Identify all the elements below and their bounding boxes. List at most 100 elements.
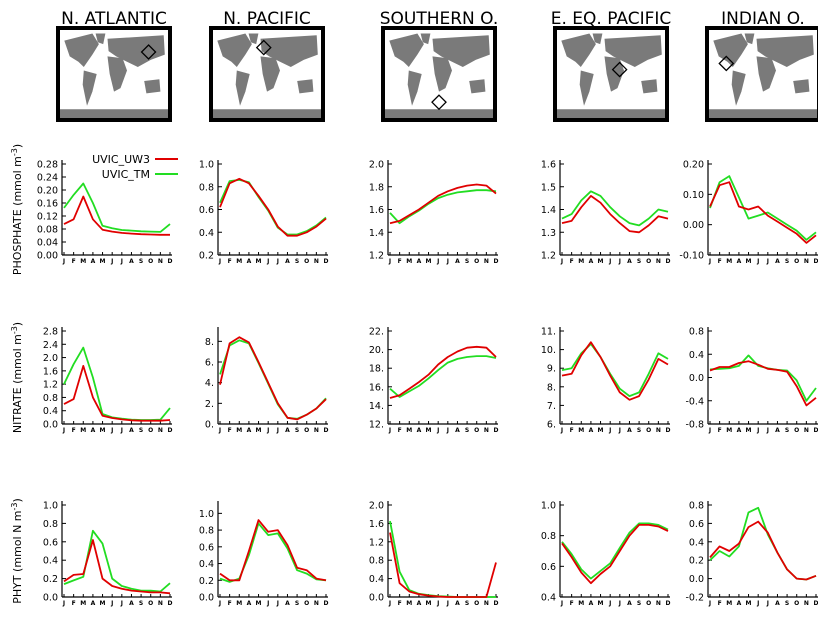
y-tick-label: 2.0 <box>369 160 384 171</box>
x-tick-label: S <box>785 258 789 265</box>
x-tick-label: J <box>120 600 123 607</box>
x-tick-label: A <box>455 258 460 265</box>
y-tick-label: 0.16 <box>37 199 58 210</box>
chart-panel: -0.8-0.40.00.40.8J F M A M J J A S O N D <box>685 327 818 434</box>
x-tick-label: J <box>560 600 563 607</box>
y-tick-label: 0.0 <box>689 574 704 585</box>
x-tick-label: D <box>324 427 329 434</box>
series-line-uw3 <box>219 336 327 421</box>
x-tick-label: J <box>608 427 611 434</box>
x-tick-label: F <box>718 427 722 434</box>
x-tick-label: N <box>484 258 489 265</box>
series-line-tm <box>219 178 327 236</box>
y-tick-label: -0.4 <box>685 396 704 407</box>
region-title: N. PACIFIC <box>223 9 311 29</box>
x-tick-label: M <box>80 600 86 607</box>
y-tick-label: 0.2 <box>199 251 214 262</box>
x-tick-label: J <box>436 427 439 434</box>
y-tick-label: 0.8 <box>43 519 58 530</box>
x-tick-label: S <box>139 258 143 265</box>
x-tick-label: F <box>72 427 76 434</box>
x-tick-label: M <box>598 600 604 607</box>
x-tick-label: D <box>814 427 818 434</box>
y-tick-label: 0.00 <box>37 251 58 262</box>
series-line-tm <box>63 529 171 593</box>
x-tick-label: O <box>148 427 153 434</box>
x-tick-label: M <box>426 427 432 434</box>
x-tick-label: N <box>158 600 163 607</box>
region-map <box>553 26 669 122</box>
x-tick-label: A <box>589 600 594 607</box>
y-tick-label: 8. <box>547 382 556 393</box>
x-tick-label: N <box>804 427 809 434</box>
y-tick-label: 1.6 <box>43 366 58 377</box>
x-tick-label: O <box>148 600 153 607</box>
y-tick-label: 0.20 <box>37 186 58 197</box>
ylabel-end: ) <box>11 144 24 148</box>
land-mass <box>579 70 594 106</box>
y-tick-label: 12. <box>369 420 384 431</box>
x-tick-label: O <box>304 427 309 434</box>
land-mass <box>793 79 810 94</box>
y-tick-label: 0.10 <box>683 190 704 201</box>
x-tick-label: J <box>560 427 563 434</box>
y-tick-label: 0.8 <box>199 182 214 193</box>
series-line-uw3 <box>63 195 170 236</box>
x-tick-label: J <box>766 600 769 607</box>
x-tick-label: A <box>775 600 780 607</box>
series-line-tm <box>709 175 817 241</box>
y-tick-label: 16. <box>369 382 384 393</box>
y-tick-label: 0.08 <box>37 225 58 236</box>
x-tick-label: M <box>80 427 86 434</box>
x-tick-label: J <box>266 427 269 434</box>
x-tick-label: S <box>785 600 789 607</box>
x-tick-label: M <box>100 427 106 434</box>
x-tick-label: F <box>72 600 76 607</box>
series-line-uw3 <box>709 520 817 581</box>
x-tick-label: O <box>474 600 479 607</box>
chart-panel: -0.20.00.20.40.60.8J F M A M J J A S O N D <box>685 501 818 607</box>
x-tick-label: J <box>436 258 439 265</box>
land-mass <box>213 109 321 118</box>
x-tick-label: D <box>168 600 173 607</box>
region-title: N. ATLANTIC <box>61 9 167 29</box>
y-tick-label: 1.4 <box>369 228 384 239</box>
x-tick-label: J <box>276 258 279 265</box>
y-tick-label: 1.0 <box>43 501 58 512</box>
series-line-uw3 <box>561 194 669 234</box>
x-tick-label: D <box>666 258 671 265</box>
chart-panel: 0.40.60.81.0J F M A M J J A S O N D <box>541 501 671 608</box>
x-tick-label: A <box>737 427 742 434</box>
row-ylabel: PHOSPHATE (mmol m-3) <box>10 144 24 275</box>
series-line-tm <box>63 346 171 421</box>
region-map <box>381 26 497 122</box>
x-tick-label: J <box>62 258 65 265</box>
x-tick-label: M <box>236 258 242 265</box>
x-tick-label: D <box>324 600 329 607</box>
land-mass <box>420 33 431 45</box>
y-tick-label: 1.3 <box>541 228 556 239</box>
ylabel-main: NITRATE (mmol m <box>11 334 24 433</box>
land-mass <box>432 56 452 92</box>
x-tick-label: J <box>388 600 391 607</box>
land-mass <box>144 79 161 94</box>
x-tick-label: M <box>100 600 106 607</box>
x-tick-label: J <box>266 258 269 265</box>
series-line-tm <box>219 339 327 420</box>
region-marker <box>611 61 628 78</box>
region-marker <box>718 55 735 72</box>
y-tick-label: 1.0 <box>541 501 556 512</box>
x-tick-label: D <box>814 258 818 265</box>
x-tick-label: J <box>756 427 759 434</box>
ylabel-end: ) <box>11 322 24 326</box>
y-tick-label: 0.4 <box>689 350 704 361</box>
series-line-tm <box>389 520 496 598</box>
x-tick-label: N <box>656 600 661 607</box>
y-tick-label: 1.6 <box>369 519 384 530</box>
y-tick-label: 0.6 <box>43 537 58 548</box>
ylabel-superscript: -3 <box>10 503 19 511</box>
chart-panel: 0.20.40.60.81.0J F M A M J J A S O N D <box>199 160 329 266</box>
y-tick-label: 10. <box>541 345 556 356</box>
y-tick-label: 0.4 <box>541 593 556 604</box>
land-mass <box>709 109 817 118</box>
